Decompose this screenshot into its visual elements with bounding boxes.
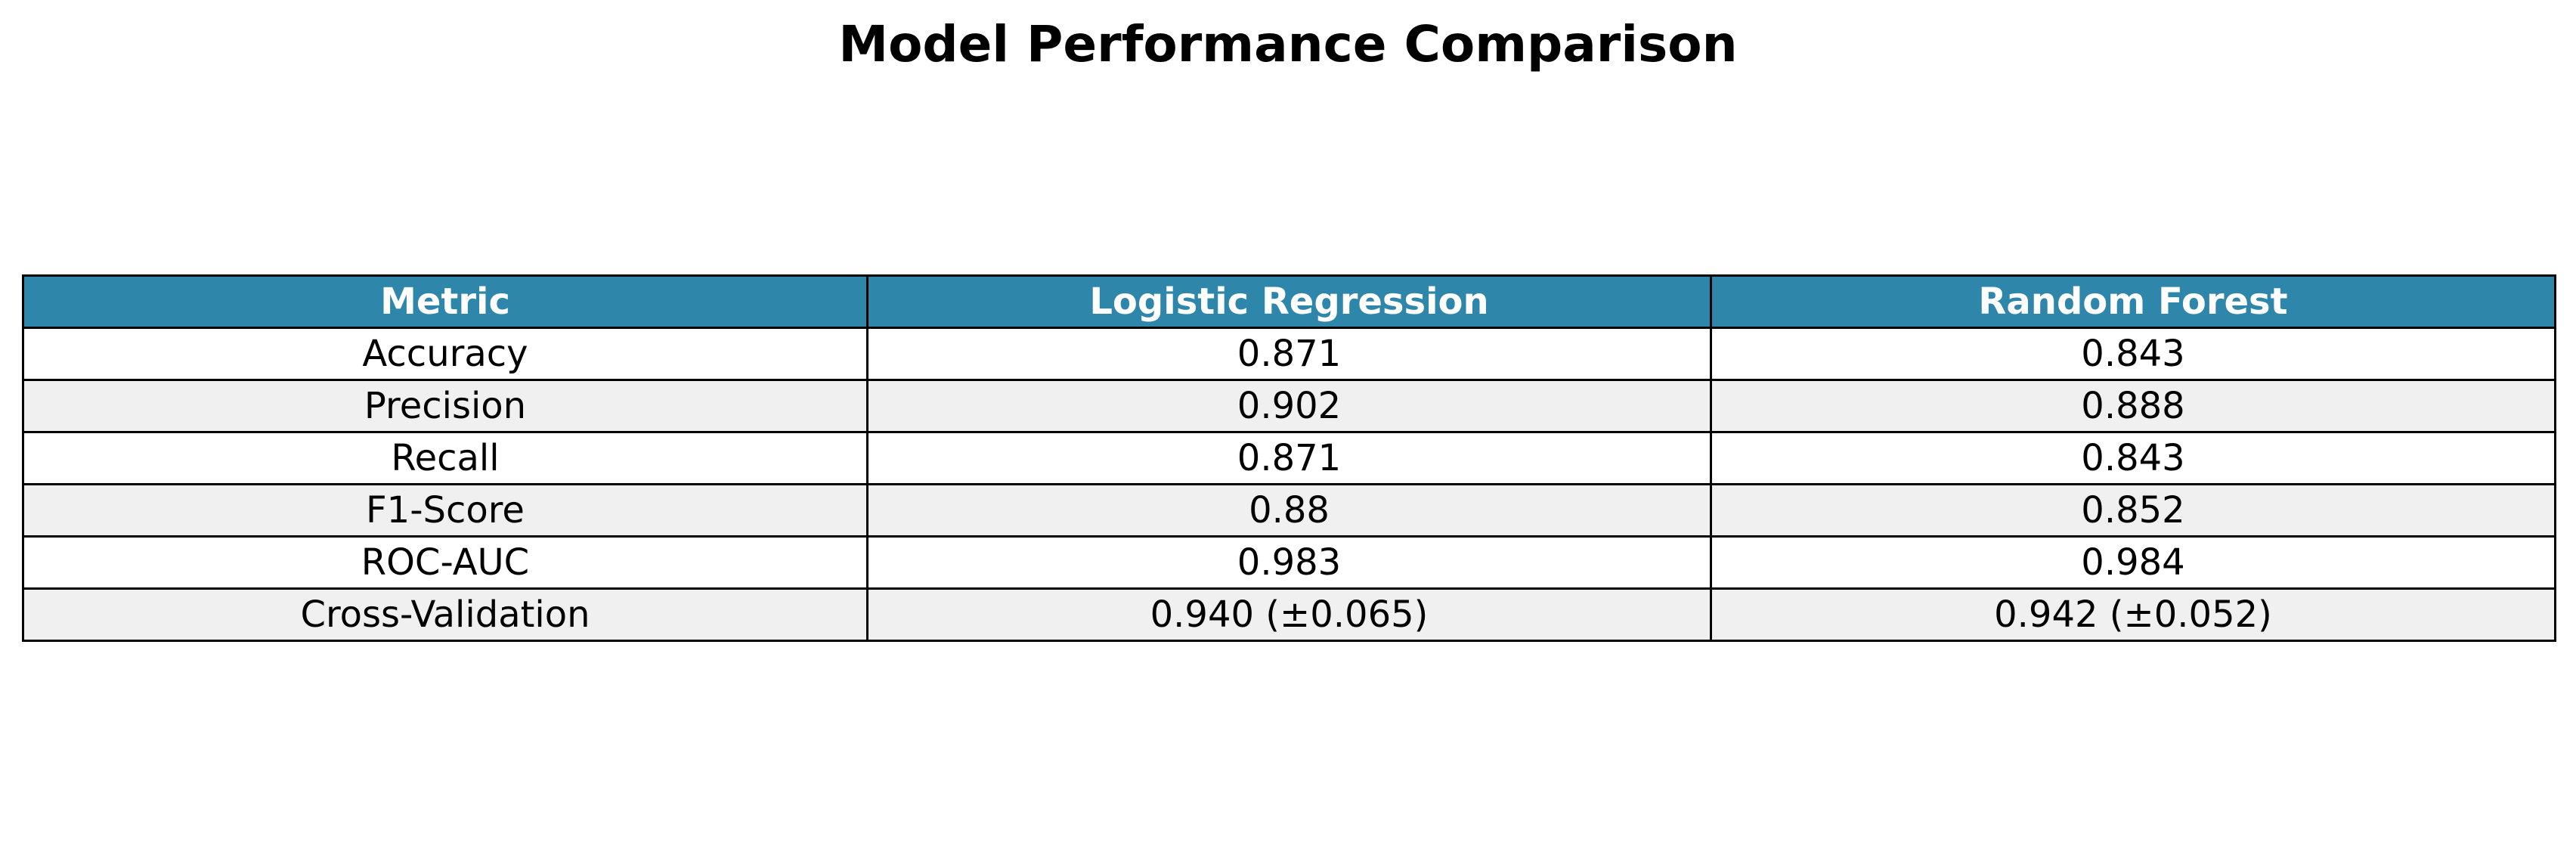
logistic-regression-cell: 0.902 (866, 379, 1712, 433)
logistic-regression-cell: 0.940 (±0.065) (866, 587, 1712, 642)
logistic-regression-cell: 0.88 (866, 483, 1712, 538)
logistic-regression-cell: 0.871 (866, 327, 1712, 381)
table-row: Recall 0.871 0.843 (22, 431, 2556, 485)
table-row: Precision 0.902 0.888 (22, 379, 2556, 433)
column-header-metric: Metric (22, 274, 868, 329)
metrics-table: Metric Logistic Regression Random Forest… (22, 274, 2556, 642)
table-row: Cross-Validation 0.940 (±0.065) 0.942 (±… (22, 587, 2556, 642)
chart-title: Model Performance Comparison (838, 15, 1738, 73)
column-header-random-forest: Random Forest (1710, 274, 2556, 329)
metric-cell: Precision (22, 379, 868, 433)
metric-cell: F1-Score (22, 483, 868, 538)
table-row: F1-Score 0.88 0.852 (22, 483, 2556, 538)
table-row: Accuracy 0.871 0.843 (22, 327, 2556, 381)
logistic-regression-cell: 0.983 (866, 535, 1712, 590)
random-forest-cell: 0.984 (1710, 535, 2556, 590)
table-row: ROC-AUC 0.983 0.984 (22, 535, 2556, 590)
metric-cell: Accuracy (22, 327, 868, 381)
random-forest-cell: 0.843 (1710, 327, 2556, 381)
logistic-regression-cell: 0.871 (866, 431, 1712, 485)
random-forest-cell: 0.888 (1710, 379, 2556, 433)
metric-cell: ROC-AUC (22, 535, 868, 590)
metric-cell: Recall (22, 431, 868, 485)
column-header-logistic-regression: Logistic Regression (866, 274, 1712, 329)
random-forest-cell: 0.942 (±0.052) (1710, 587, 2556, 642)
table-header-row: Metric Logistic Regression Random Forest (22, 274, 2556, 329)
metric-cell: Cross-Validation (22, 587, 868, 642)
random-forest-cell: 0.843 (1710, 431, 2556, 485)
random-forest-cell: 0.852 (1710, 483, 2556, 538)
